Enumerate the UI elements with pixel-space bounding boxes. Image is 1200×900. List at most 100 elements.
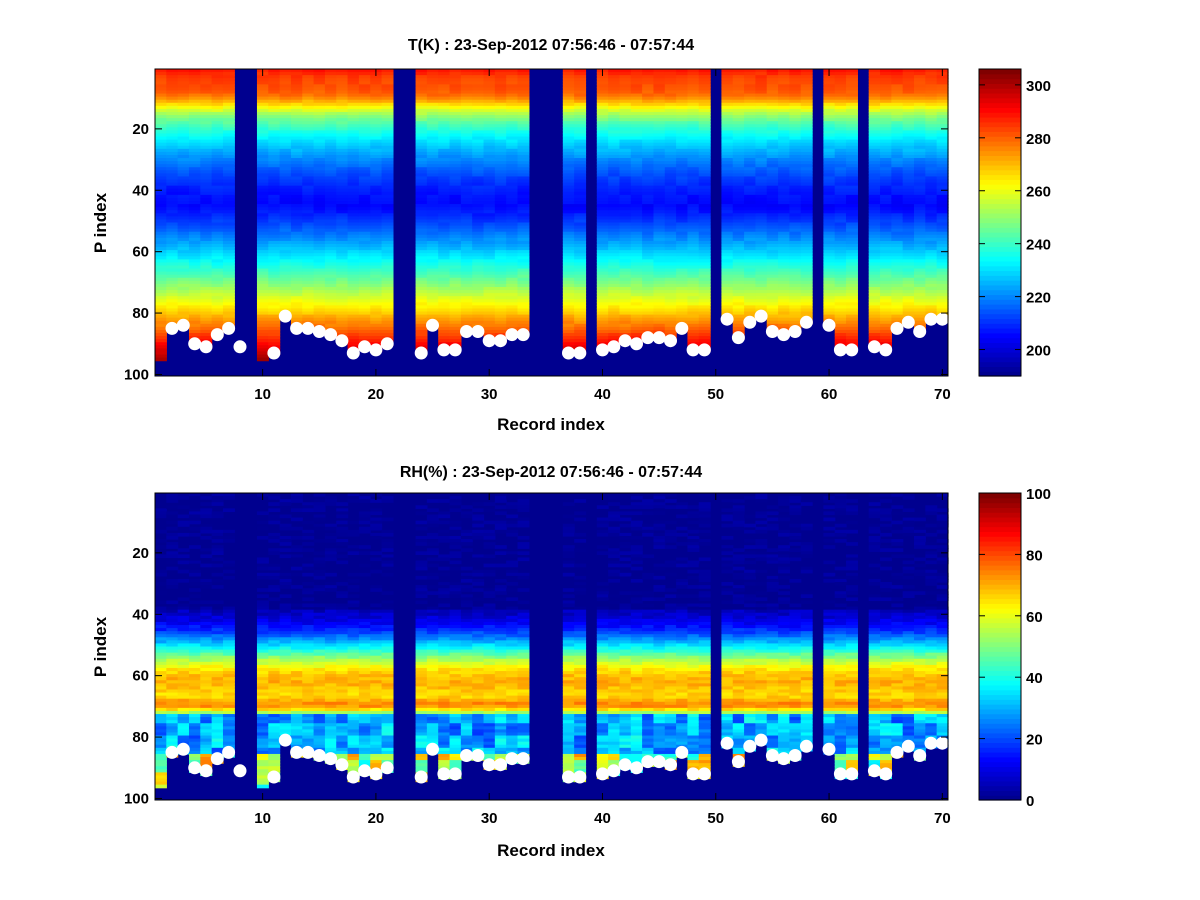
heatmap-cell	[449, 111, 462, 116]
heatmap-cell	[517, 130, 530, 135]
heatmap-cell	[460, 127, 473, 131]
heatmap-cell	[370, 182, 383, 187]
heatmap-cell	[211, 182, 224, 187]
heatmap-cell	[517, 222, 530, 227]
heatmap-cell	[619, 237, 632, 242]
heatmap-cell	[268, 99, 281, 104]
heatmap-cell	[177, 130, 190, 135]
heatmap-cell	[574, 154, 587, 159]
heatmap-cell	[846, 250, 858, 254]
heatmap-cell	[676, 179, 689, 184]
heatmap-cell	[483, 191, 496, 196]
heatmap-cell	[789, 130, 802, 135]
heatmap-cell	[279, 234, 292, 239]
heatmap-cell	[336, 253, 349, 257]
heatmap-cell	[347, 201, 360, 205]
heatmap-cell	[426, 283, 439, 288]
heatmap-cell	[846, 108, 858, 113]
heatmap-cell	[846, 158, 858, 162]
heatmap-cell	[642, 81, 655, 85]
heatmap-cell	[347, 286, 360, 291]
heatmap-cell	[574, 259, 587, 264]
heatmap-cell	[358, 72, 371, 76]
heatmap-cell	[698, 210, 711, 214]
heatmap-cell	[279, 222, 292, 227]
heatmap-cell	[188, 145, 201, 150]
heatmap-cell	[449, 216, 462, 221]
heatmap-cell	[313, 127, 326, 131]
heatmap-cell	[880, 280, 892, 285]
heatmap-cell	[494, 164, 507, 168]
heatmap-cell	[698, 339, 711, 343]
heatmap-cell	[177, 75, 190, 79]
heatmap-cell	[676, 99, 689, 104]
heatmap-cell	[517, 81, 530, 85]
heatmap-cell	[166, 256, 179, 260]
heatmap-cell	[744, 194, 757, 199]
heatmap-cell	[619, 201, 632, 205]
heatmap-cell	[472, 219, 485, 224]
heatmap-cell	[313, 308, 326, 313]
heatmap-cell	[664, 240, 677, 245]
heatmap-cell	[347, 326, 360, 331]
heatmap-cell	[642, 102, 655, 107]
heatmap-cell	[800, 299, 813, 303]
heatmap-cell	[619, 247, 632, 251]
heatmap-cell	[766, 158, 779, 162]
heatmap-cell	[188, 84, 201, 89]
heatmap-cell	[166, 108, 179, 113]
heatmap-cell	[834, 237, 847, 242]
heatmap-cell	[483, 204, 496, 208]
heatmap-cell	[494, 108, 507, 113]
heatmap-cell	[562, 286, 575, 291]
heatmap-cell	[506, 179, 519, 184]
heatmap-cell	[642, 133, 655, 138]
heatmap-cell	[562, 164, 575, 168]
heatmap-cell	[449, 253, 462, 257]
heatmap-cell	[744, 290, 757, 294]
heatmap-cell	[766, 296, 779, 300]
heatmap-cell	[778, 142, 790, 147]
heatmap-cell	[721, 121, 734, 125]
heatmap-cell	[698, 108, 711, 113]
heatmap-cell	[834, 170, 847, 174]
heatmap-cell	[868, 194, 881, 199]
heatmap-cell	[766, 164, 779, 168]
heatmap-cell	[834, 99, 847, 104]
heatmap-cell	[664, 259, 677, 264]
heatmap-cell	[517, 96, 530, 101]
heatmap-cell	[336, 222, 349, 227]
heatmap-cell	[562, 72, 575, 76]
heatmap-cell	[313, 78, 326, 82]
heatmap-cell	[914, 182, 926, 187]
heatmap-cell	[302, 250, 315, 254]
heatmap-cell	[834, 182, 847, 187]
heatmap-cell	[155, 207, 167, 211]
heatmap-cell	[755, 69, 768, 73]
heatmap-cell	[744, 105, 757, 110]
heatmap-cell	[846, 105, 858, 110]
heatmap-cell	[347, 142, 360, 147]
heatmap-cell	[177, 250, 190, 254]
heatmap-cell	[188, 148, 201, 153]
heatmap-cell	[324, 87, 337, 92]
heatmap-cell	[268, 231, 281, 236]
heatmap-cell	[415, 72, 428, 76]
heatmap-cell	[687, 234, 700, 239]
heatmap-cell	[642, 105, 655, 110]
heatmap-cell	[358, 240, 371, 245]
heatmap-cell	[846, 176, 858, 181]
heatmap-cell	[619, 280, 632, 285]
heatmap-cell	[868, 197, 881, 202]
heatmap-cell	[211, 302, 224, 306]
heatmap-cell	[778, 161, 790, 165]
heatmap-cell	[891, 286, 904, 291]
heatmap-cell	[268, 139, 281, 144]
heatmap-cell	[358, 188, 371, 193]
heatmap-cell	[155, 197, 167, 202]
heatmap-cell	[347, 283, 360, 288]
heatmap-cell	[880, 219, 892, 224]
heatmap-cell	[676, 81, 689, 85]
heatmap-cell	[653, 201, 666, 205]
heatmap-cell	[211, 96, 224, 101]
